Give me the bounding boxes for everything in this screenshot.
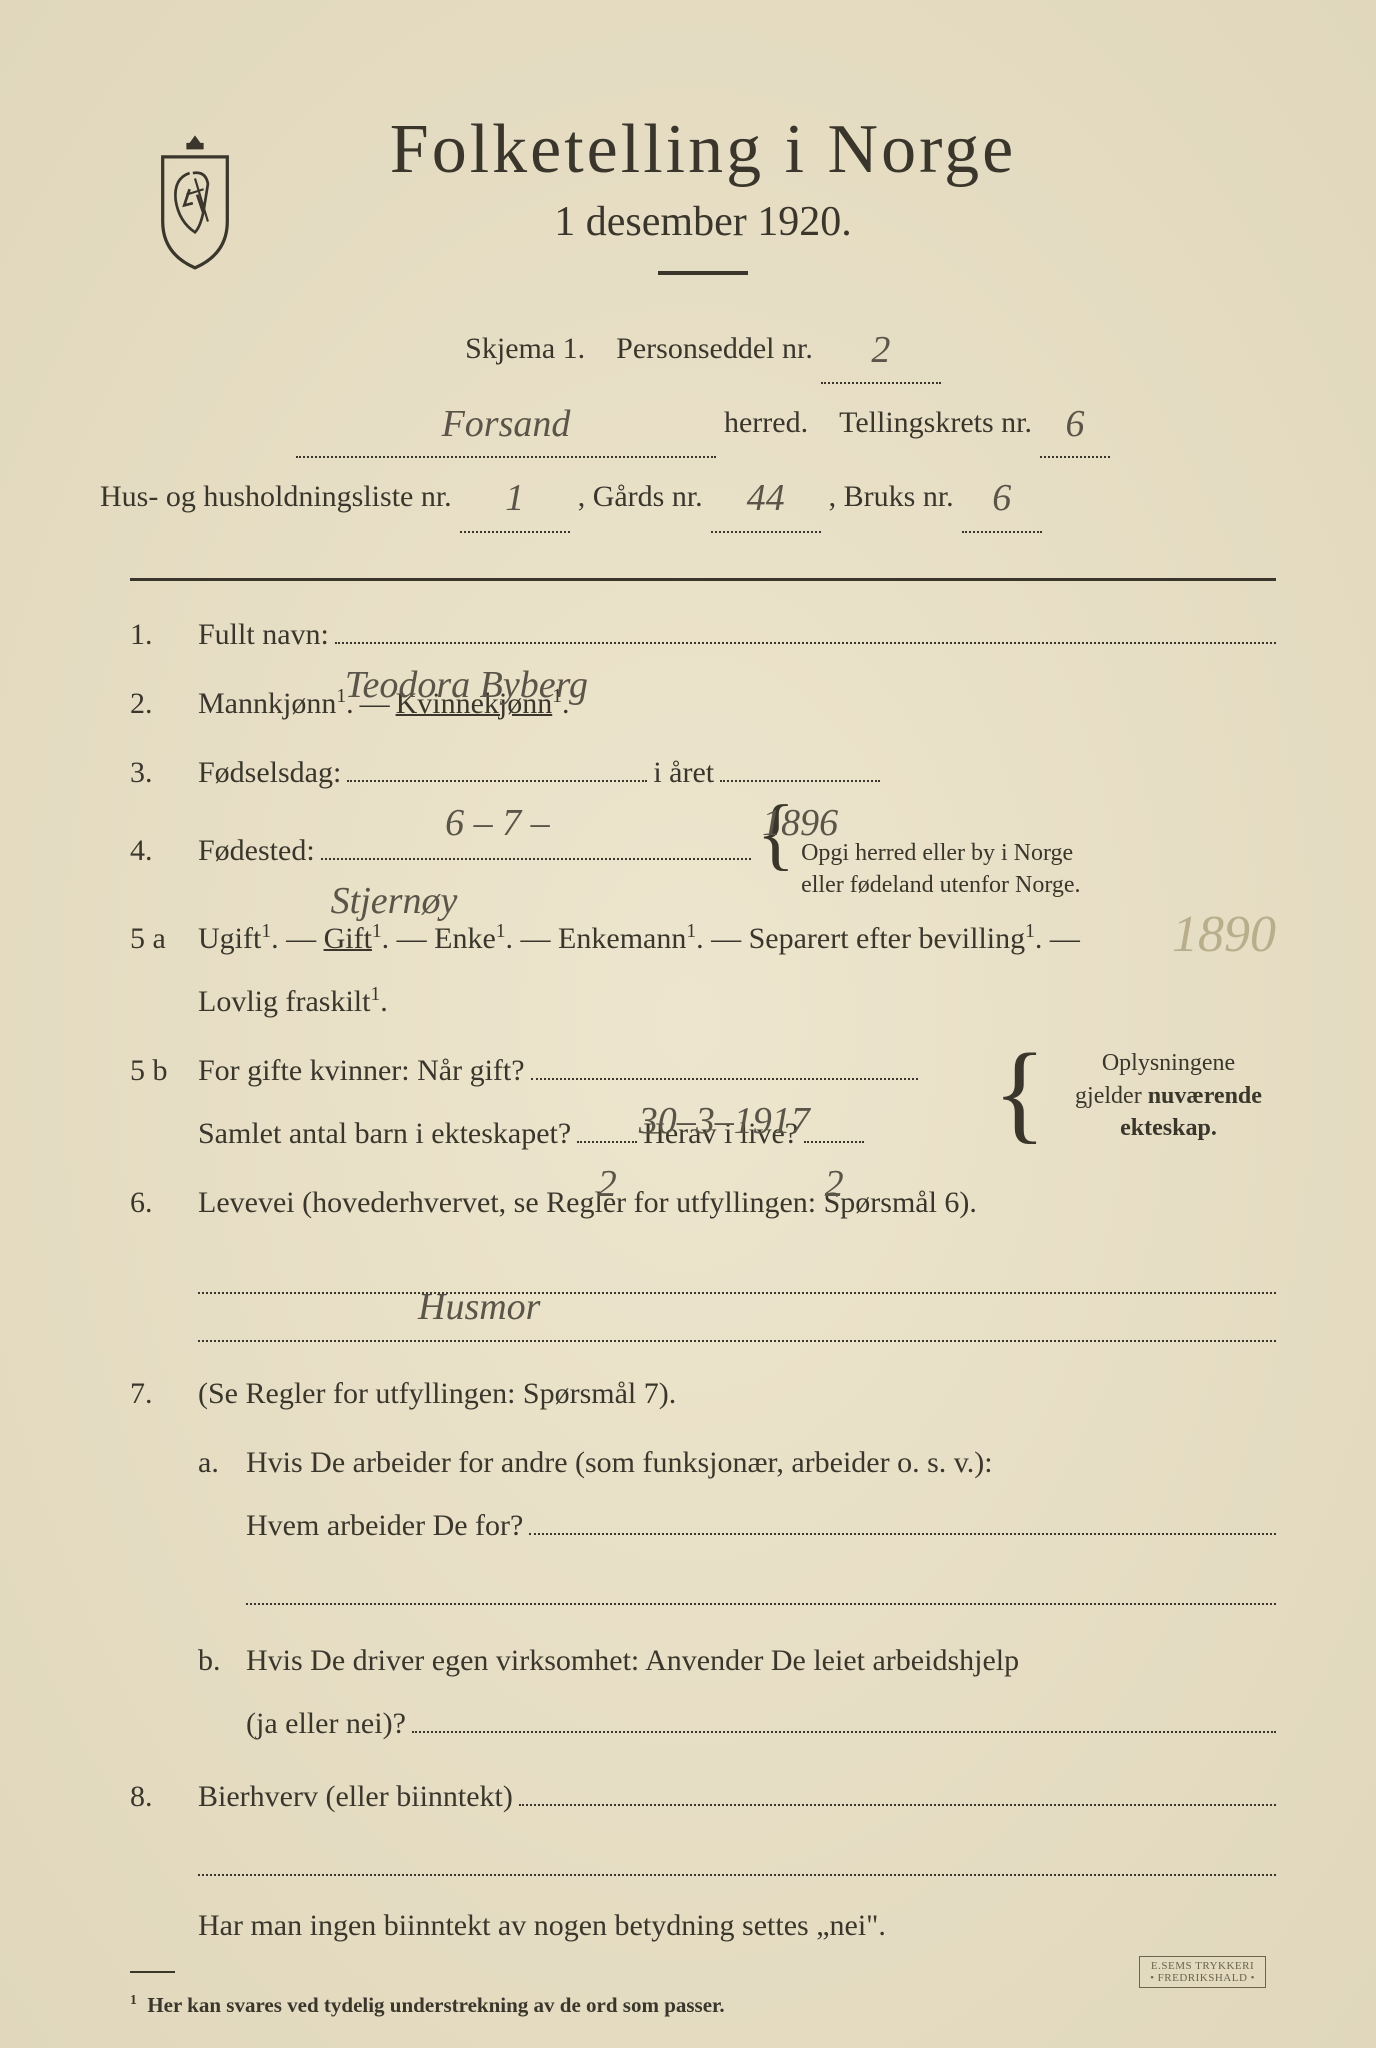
q5a-separert: Separert efter bevilling1. — bbox=[749, 922, 1080, 955]
herred-label: herred. bbox=[724, 394, 808, 451]
q6-label: Levevei (hovederhvervet, se Regler for u… bbox=[198, 1171, 977, 1234]
q3-daymonth-field: 6 – 7 – bbox=[347, 780, 647, 782]
form-meta: Skjema 1. Personseddel nr. 2 Forsand her… bbox=[130, 310, 1276, 533]
q5b-label1: For gifte kvinner: Når gift? bbox=[198, 1039, 525, 1102]
gards-label: , Gårds nr. bbox=[578, 468, 703, 525]
q7a-field bbox=[529, 1533, 1276, 1535]
q5b-total-field: 2 bbox=[577, 1141, 637, 1143]
personseddel-nr-field: 2 bbox=[821, 310, 941, 384]
q3-year-label: i året bbox=[653, 741, 714, 804]
q5b-row: 5 b For gifte kvinner: Når gift? 30–3–19… bbox=[130, 1039, 1276, 1165]
q4-field: Stjernøy bbox=[321, 858, 751, 860]
form-date: 1 desember 1920. bbox=[130, 198, 1276, 246]
q7b-line2: (ja eller nei)? bbox=[246, 1692, 406, 1755]
tellingskrets-label: Tellingskrets nr. bbox=[839, 394, 1032, 451]
q7a-line2: Hvem arbeider De for? bbox=[246, 1494, 523, 1557]
form-header: Folketelling i Norge 1 desember 1920. Sk… bbox=[130, 110, 1276, 533]
herred-field: Forsand bbox=[296, 384, 716, 458]
q6-num: 6. bbox=[130, 1171, 180, 1234]
q7a-num: a. bbox=[198, 1431, 228, 1623]
q7-row: 7. (Se Regler for utfyllingen: Spørsmål … bbox=[130, 1362, 1276, 1755]
q5a-num: 5 a bbox=[130, 907, 180, 970]
q8-label: Bierhverv (eller biinntekt) bbox=[198, 1765, 513, 1828]
q1-label: Fullt navn: bbox=[198, 603, 329, 666]
q1-field: Teodora Byberg bbox=[335, 642, 1276, 644]
footer-note: Har man ingen biinntekt av nogen betydni… bbox=[198, 1894, 1276, 1957]
divider-top bbox=[130, 578, 1276, 581]
questions: 1. Fullt navn: Teodora Byberg 2. Mannkjø… bbox=[130, 603, 1276, 2028]
q5a-fraskilt: Lovlig fraskilt1. bbox=[198, 985, 388, 1018]
q2-num: 2. bbox=[130, 672, 180, 735]
census-form-page: Folketelling i Norge 1 desember 1920. Sk… bbox=[0, 0, 1376, 2048]
q5a-row: 5 a Ugift1. — Gift1. — Enke1. — Enkemann… bbox=[130, 907, 1276, 1033]
q3-num: 3. bbox=[130, 741, 180, 804]
q4-label: Fødested: bbox=[198, 819, 315, 882]
q7b-line1: Hvis De driver egen virksomhet: Anvender… bbox=[246, 1629, 1276, 1692]
footnote-rule bbox=[130, 1971, 175, 1973]
personseddel-nr: 2 bbox=[871, 329, 890, 371]
coat-of-arms-icon bbox=[140, 130, 250, 270]
q5a-enke: Enke1. — bbox=[434, 922, 558, 955]
q2-opt1: Mannkjønn1. bbox=[198, 672, 354, 735]
q1-num: 1. bbox=[130, 603, 180, 666]
q3-year-field: 1896 bbox=[720, 780, 880, 782]
q5a-ugift: Ugift1. — bbox=[198, 922, 324, 955]
herred-value: Forsand bbox=[442, 403, 571, 445]
q7-num: 7. bbox=[130, 1362, 180, 1425]
q6-value: Husmor bbox=[418, 1268, 540, 1296]
skjema-label: Skjema 1. bbox=[465, 320, 585, 377]
personseddel-label: Personseddel nr. bbox=[616, 320, 813, 377]
q8-row: 8. Bierhverv (eller biinntekt) bbox=[130, 1765, 1276, 1828]
margin-note-1890: 1890 bbox=[1172, 880, 1276, 989]
bruks-field: 6 bbox=[962, 458, 1042, 532]
husliste-nr: 1 bbox=[505, 477, 524, 519]
q7a-blank bbox=[246, 1575, 1276, 1605]
gards-field: 44 bbox=[711, 458, 821, 532]
q3-label: Fødselsdag: bbox=[198, 741, 341, 804]
q4-row: 4. Fødested: Stjernøy { Opgi herred elle… bbox=[130, 810, 1276, 902]
q5b-marriage-field: 30–3–1917 bbox=[531, 1078, 918, 1080]
q5b-num: 5 b bbox=[130, 1039, 180, 1102]
q4-note: Opgi herred eller by i Norge eller fødel… bbox=[801, 837, 1121, 902]
q8-field bbox=[519, 1804, 1276, 1806]
q5a-enkemann: Enkemann1. — bbox=[558, 922, 749, 955]
tellingskrets-nr: 6 bbox=[1066, 403, 1085, 445]
brace-icon-2: { bbox=[993, 1059, 1046, 1125]
footnote: 1 Her kan svares ved tydelig understrekn… bbox=[130, 1983, 1276, 2027]
q4-num: 4. bbox=[130, 819, 180, 882]
gards-nr: 44 bbox=[747, 477, 785, 519]
q6-answer-line: Husmor bbox=[198, 1264, 1276, 1294]
tellingskrets-field: 6 bbox=[1040, 384, 1110, 458]
q7b-field bbox=[412, 1731, 1276, 1733]
q5a-gift: Gift1. — bbox=[324, 922, 435, 955]
q1-row: 1. Fullt navn: Teodora Byberg bbox=[130, 603, 1276, 666]
title-rule bbox=[658, 271, 748, 275]
q2-row: 2. Mannkjønn1. — Kvinnekjønn1. bbox=[130, 672, 1276, 735]
husliste-field: 1 bbox=[460, 458, 570, 532]
bruks-label: , Bruks nr. bbox=[829, 468, 954, 525]
q7a-line1: Hvis De arbeider for andre (som funksjon… bbox=[246, 1431, 1276, 1494]
printer-stamp: E.SEMS TRYKKERI • FREDRIKSHALD • bbox=[1139, 1956, 1266, 1988]
bruks-nr: 6 bbox=[992, 477, 1011, 519]
q5b-alive-field: 2 bbox=[804, 1141, 864, 1143]
q5b-note: Oplysningene gjelder nuværende ekteskap. bbox=[1061, 1047, 1276, 1144]
q3-row: 3. Fødselsdag: 6 – 7 – i året 1896 bbox=[130, 741, 1276, 804]
q8-blank bbox=[198, 1846, 1276, 1876]
q6-row: 6. Levevei (hovederhvervet, se Regler fo… bbox=[130, 1171, 1276, 1234]
q6-blank-2 bbox=[198, 1312, 1276, 1342]
q7-label: (Se Regler for utfyllingen: Spørsmål 7). bbox=[198, 1377, 676, 1410]
q7b-num: b. bbox=[198, 1629, 228, 1755]
q5b-label2: Samlet antal barn i ekteskapet? bbox=[198, 1102, 571, 1165]
husliste-label: Hus- og husholdningsliste nr. bbox=[100, 468, 452, 525]
q8-num: 8. bbox=[130, 1765, 180, 1828]
form-title: Folketelling i Norge bbox=[130, 110, 1276, 190]
